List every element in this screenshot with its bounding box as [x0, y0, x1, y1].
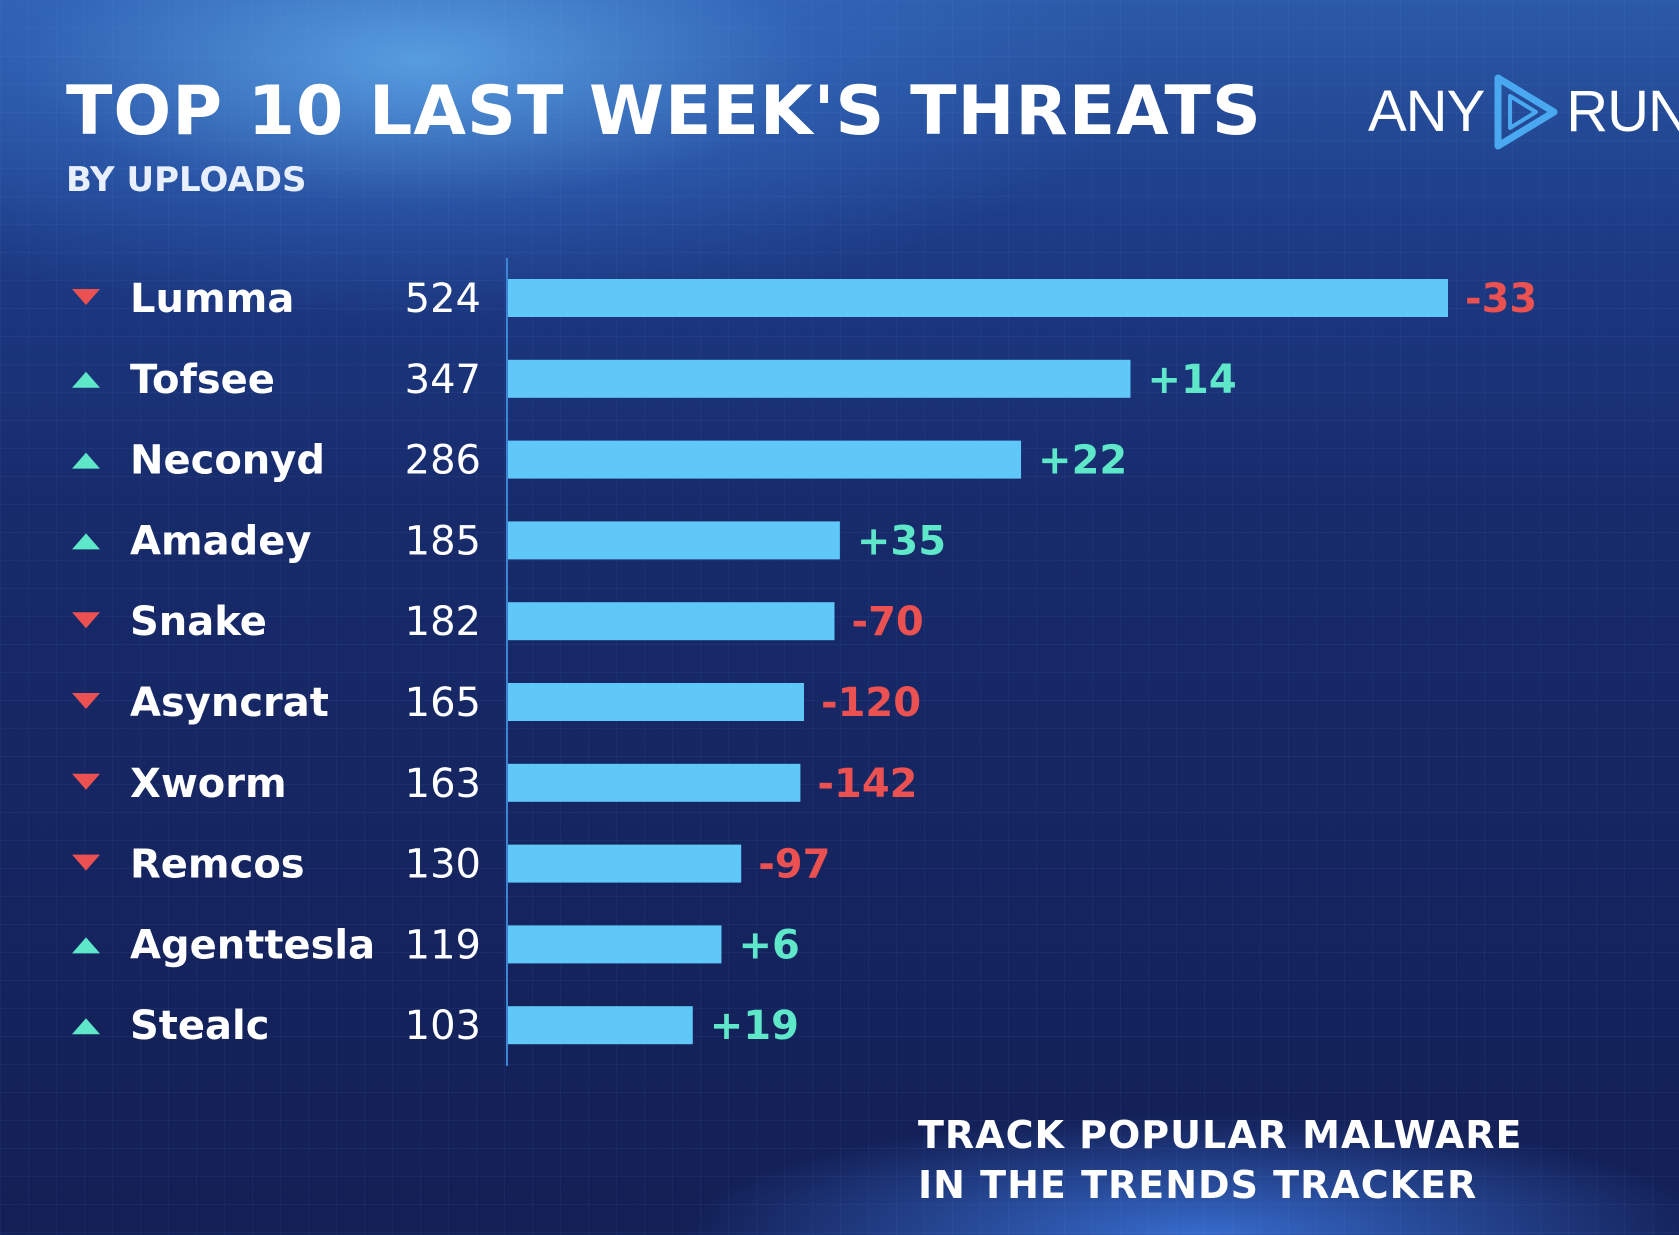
trend-up-icon — [72, 371, 100, 388]
bar — [508, 1006, 693, 1045]
bar — [508, 279, 1448, 317]
trends-tracker-callout: TRACK POPULAR MALWARE IN THE TRENDS TRAC… — [918, 1110, 1522, 1210]
trend-up-icon — [72, 452, 100, 469]
anyrun-logo: ANY RUN — [1368, 70, 1679, 154]
bar — [508, 359, 1131, 398]
change-label: +14 — [1147, 357, 1236, 403]
change-label: +22 — [1038, 438, 1127, 484]
bar — [508, 925, 722, 964]
change-label: +19 — [710, 1003, 799, 1049]
cta-line-2: IN THE TRENDS TRACKER — [918, 1163, 1478, 1207]
trend-up-icon — [72, 1018, 100, 1035]
trend-down-icon — [72, 773, 100, 790]
value-label: 185 — [405, 518, 481, 564]
logo-text-run: RUN — [1566, 79, 1679, 144]
category-label: Agenttesla — [130, 922, 375, 968]
bar — [508, 602, 835, 641]
change-label: -120 — [821, 680, 921, 726]
category-label: Snake — [130, 599, 267, 645]
cta-line-1: TRACK POPULAR MALWARE — [918, 1113, 1523, 1157]
bar — [508, 683, 804, 721]
category-label: Asyncrat — [130, 680, 329, 726]
trend-down-icon — [72, 289, 100, 305]
value-label: 103 — [405, 1003, 481, 1049]
change-label: +35 — [857, 518, 946, 564]
value-label: 182 — [405, 599, 481, 645]
page-subtitle: BY UPLOADS — [66, 160, 307, 200]
category-label: Remcos — [130, 842, 305, 888]
trend-up-icon — [72, 533, 100, 550]
value-label: 130 — [405, 842, 481, 888]
value-label: 119 — [405, 922, 481, 968]
category-label: Neconyd — [130, 438, 325, 484]
bar — [508, 440, 1022, 479]
logo-text-any: ANY — [1368, 79, 1485, 144]
bar — [508, 521, 840, 560]
value-label: 347 — [405, 357, 481, 403]
trend-up-icon — [72, 937, 100, 954]
bar — [508, 844, 742, 883]
play-triangle-icon — [1494, 74, 1558, 150]
value-label: 286 — [405, 438, 481, 484]
change-label: +6 — [738, 922, 799, 968]
bar — [508, 763, 801, 802]
page-title: TOP 10 LAST WEEK'S THREATS — [66, 72, 1262, 151]
category-label: Amadey — [130, 518, 311, 564]
trend-down-icon — [72, 854, 100, 871]
change-label: -97 — [758, 842, 830, 888]
trend-down-icon — [72, 693, 100, 709]
value-label: 524 — [405, 276, 481, 322]
category-label: Lumma — [130, 276, 294, 322]
trend-down-icon — [72, 612, 100, 629]
category-label: Stealc — [130, 1003, 269, 1049]
value-label: 163 — [405, 761, 481, 807]
change-label: -70 — [851, 599, 923, 645]
category-label: Xworm — [130, 761, 287, 807]
change-label: -142 — [817, 761, 917, 807]
change-label: -33 — [1465, 276, 1537, 322]
category-label: Tofsee — [130, 357, 275, 403]
value-label: 165 — [405, 680, 481, 726]
